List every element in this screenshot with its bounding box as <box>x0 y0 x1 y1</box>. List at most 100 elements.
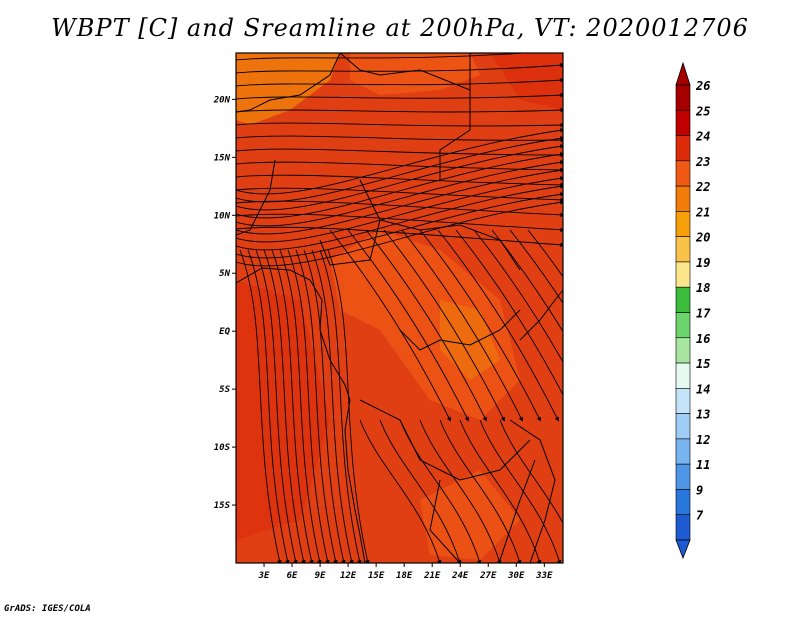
streamline <box>459 419 542 563</box>
colorbar-swatch <box>675 362 691 389</box>
streamline <box>263 249 306 563</box>
streamline <box>236 148 563 158</box>
lon-tick-label: 15E <box>368 571 385 581</box>
streamline <box>437 229 559 422</box>
colorbar-label: 13 <box>696 408 710 422</box>
colorbar-swatch <box>675 109 691 136</box>
streamline <box>419 229 541 422</box>
lon-tick-label: 24E <box>451 571 469 581</box>
colorbar-label: 16 <box>696 332 710 346</box>
streamline <box>236 200 563 267</box>
streamline <box>236 53 530 61</box>
lat-tick-label: 10S <box>214 443 231 453</box>
streamline <box>236 92 563 100</box>
lat-tick-label: 20N <box>213 95 231 105</box>
colorbar-swatch <box>675 261 691 288</box>
colorbar-swatch <box>675 286 691 313</box>
streamline <box>236 136 563 203</box>
colorbar-swatch <box>675 312 691 339</box>
colorbar-swatch <box>675 514 691 541</box>
colorbar-swatch <box>675 337 691 364</box>
temperature-shading <box>236 53 563 560</box>
colorbar-label: 21 <box>695 205 710 219</box>
streamline <box>479 419 562 563</box>
streamline <box>271 249 314 563</box>
longitude-axis: 3E 6E 9E 12E 15E 18E 21E 24E 27E 30E 33E <box>258 563 553 581</box>
streamline <box>379 419 462 563</box>
streamline <box>303 249 346 563</box>
colorbar-label: 9 <box>696 483 703 497</box>
colorbar-label: 23 <box>695 155 710 169</box>
streamline <box>236 184 563 251</box>
colorbar-swatch <box>675 160 691 187</box>
lon-tick-label: 27E <box>479 571 497 581</box>
colorbar-label: 11 <box>696 458 710 472</box>
streamline <box>399 419 482 563</box>
colorbar-swatch <box>675 211 691 237</box>
streamline <box>236 200 563 218</box>
streamline <box>236 226 563 248</box>
streamline <box>347 229 469 422</box>
colorbar-label: 14 <box>696 382 710 396</box>
map-frame <box>235 52 564 564</box>
streamline <box>509 229 563 304</box>
colorbar: 26 25 24 23 22 21 20 19 18 17 16 15 14 13 12 11 9 7 <box>675 61 711 560</box>
streamline <box>319 249 362 563</box>
colorbar-label: 25 <box>695 104 710 118</box>
streamline <box>455 229 563 396</box>
streamline <box>236 176 563 243</box>
streamlines <box>236 53 563 563</box>
lat-tick-label: EQ <box>219 327 230 337</box>
colorbar-swatch <box>675 413 691 440</box>
colorbar-swatch <box>675 388 691 414</box>
colorbar-label: 17 <box>696 307 711 321</box>
streamline <box>327 249 370 563</box>
streamline <box>236 77 563 87</box>
streamline <box>236 192 563 259</box>
streamline <box>255 249 298 563</box>
streamline <box>236 168 563 235</box>
colorbar-swatch <box>675 463 691 490</box>
latitude-axis: 20N 15N 10N 5N EQ 5S 10S 15S <box>213 95 236 511</box>
colorbar-swatch <box>675 236 691 263</box>
colorbar-label: 12 <box>696 433 710 447</box>
colorbar-label: 20 <box>695 231 710 245</box>
streamline <box>295 249 338 563</box>
streamline <box>499 419 563 525</box>
lat-tick-label: 10N <box>214 211 231 221</box>
streamline <box>383 229 505 422</box>
lat-tick-label: 5N <box>219 269 230 279</box>
streamline <box>287 249 330 563</box>
streamline <box>247 249 290 563</box>
lon-tick-label: 33E <box>535 571 553 581</box>
colorbar-top-arrow <box>675 61 691 86</box>
lat-tick-label: 5S <box>219 385 230 395</box>
streamline <box>365 229 487 422</box>
colorbar-label: 26 <box>695 79 710 93</box>
lon-tick-label: 9E <box>315 571 326 581</box>
streamline <box>311 249 354 563</box>
lon-tick-label: 6E <box>287 571 298 581</box>
colorbar-swatch <box>675 135 691 162</box>
streamline <box>236 128 563 195</box>
streamline <box>359 419 442 563</box>
colorbar-label: 24 <box>695 130 710 144</box>
lat-tick-label: 15N <box>214 153 231 163</box>
streamline <box>491 229 563 333</box>
streamline <box>236 122 563 128</box>
streamline <box>236 62 563 74</box>
colorbar-label: 7 <box>696 509 704 523</box>
map-title: WBPT [C] and Sreamline at 200hPa, VT: 20… <box>51 14 749 42</box>
lon-tick-label: 12E <box>340 571 357 581</box>
streamline <box>236 107 563 113</box>
lat-tick-label: 15S <box>214 501 231 511</box>
streamline <box>239 249 282 563</box>
colorbar-swatch <box>675 84 691 111</box>
colorbar-label: 15 <box>696 357 710 371</box>
streamline <box>419 419 502 563</box>
colorbar-bottom-arrow <box>675 539 691 560</box>
grads-credit: GrADS: IGES/COLA <box>4 604 91 614</box>
streamline <box>236 135 563 143</box>
colorbar-label: 22 <box>695 180 710 194</box>
